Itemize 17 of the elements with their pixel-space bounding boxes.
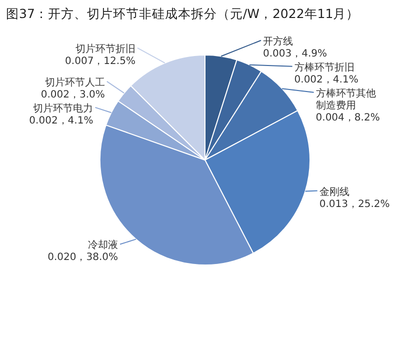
data-label: 0.020，38.0%	[48, 252, 118, 264]
slice-label: 切片环节折旧	[75, 42, 136, 55]
slice-label: 开方线	[262, 35, 293, 48]
data-label: 0.002，4.1%	[294, 74, 358, 86]
chart-title: 图37：开方、切片环节非硅成本拆分（元/W，2022年11月）	[6, 6, 360, 21]
data-label: 0.007，12.5%	[65, 56, 136, 67]
data-label: 0.004，8.2%	[316, 112, 380, 124]
data-label: 0.002，3.0%	[40, 89, 105, 100]
slice-label: 方棒环节折旧	[294, 61, 354, 74]
slice-label: 金刚线	[319, 186, 350, 198]
data-label: 0.002，4.1%	[29, 115, 94, 126]
slice-label: 冷却液	[88, 239, 118, 252]
slice-label: 切片环节人工	[44, 76, 105, 88]
data-label: 0.013，25.2%	[319, 198, 390, 210]
slice-label: 切片环节电力	[33, 102, 94, 114]
slice-label: 方棒环节其他制造费用	[316, 87, 376, 112]
data-label: 0.003，4.9%	[262, 48, 328, 60]
